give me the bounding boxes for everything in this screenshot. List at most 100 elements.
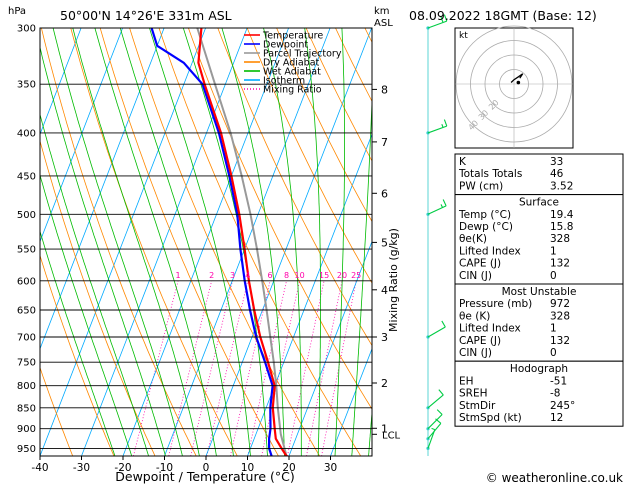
wet-adiabat-line [149,28,251,456]
km-unit-label: km [374,6,390,17]
indices-row-value: -8 [550,388,560,400]
mixing-ratio-line [261,280,300,456]
isotherm-line [164,28,331,456]
wet-adiabat-line [40,112,150,456]
location-title: 50°00'N 14°26'E 331m ASL [60,8,232,23]
dry-adiabat-line [246,28,372,284]
indices-row-label: Temp (°C) [458,209,511,221]
copyright: © weatheronline.co.uk [486,471,623,485]
indices-row-value: 132 [550,335,570,347]
mixing-ratio-label: 8 [284,271,289,280]
barb-flag [436,409,443,415]
km-tick-label: 1 [381,422,388,435]
x-tick-label: 30 [324,462,337,474]
indices-table: K 33 Totals Totals 46 PW (cm) 3.52 Surface Temp… [454,153,624,427]
wind-barb [427,389,444,409]
barb-shaft [427,205,447,215]
indices-row-label: Totals Totals [458,168,522,180]
x-tick-label: -20 [114,462,131,474]
x-tick-label: 10 [241,462,254,474]
km-tick-label: 6 [381,187,388,200]
pressure-tick-label: 750 [17,358,36,369]
isotherm-line [81,28,248,456]
barb-flag [441,320,446,328]
barb-shaft [427,20,447,29]
wind-barb [427,409,443,430]
hodograph-trace [510,73,524,83]
mixing-ratio-line [247,280,287,456]
barb-shaft [427,429,436,449]
indices-row-value: 33 [550,156,563,168]
pressure-tick-label: 400 [17,128,36,139]
datetime-title: 08.09.2022 18GMT (Base: 12) [409,8,597,23]
isotherm-line [40,28,123,243]
isotherm-line [40,28,165,350]
barb-shaft [427,394,444,409]
mixing-ratio-line [287,280,325,456]
legend-label: Temperature [262,31,323,42]
indices-row-label: θe(K) [459,233,487,245]
barb-half-flag [431,427,436,431]
km-tick-label: 2 [381,377,388,390]
indices-row-label: θe (K) [459,310,490,322]
barb-flag [443,14,448,22]
dewpoint-line [150,28,274,456]
x-axis-title: Dewpoint / Temperature (°C) [115,469,294,484]
indices-box [454,360,624,427]
pressure-tick-label: 850 [17,403,36,414]
mixing-ratio-line [306,280,343,456]
pressure-tick-label: 450 [17,171,36,182]
legend-label: Mixing Ratio [263,85,322,96]
wet-adiabat-line [351,89,372,456]
indices-row-label: StmDir [459,400,496,412]
mixing-ratio-label: 1 [176,271,181,280]
mixing-ratio-line [190,280,233,456]
barb-flag [435,418,442,424]
pressure-tick-label: 950 [17,444,36,455]
mixing-ratio-label: 10 [295,271,305,280]
dry-adiabat-line [40,254,115,456]
wind-barb [427,199,447,215]
mixing-ratio-labels: 1 2 3 4 6 8 10 15 20 25 [176,271,362,280]
indices-row-label: StmSpd (kt) [459,412,522,424]
storm-motion-marker [516,80,521,85]
mixing-ratio-line [168,280,213,456]
indices-row-value: 328 [550,310,570,322]
mixing-ratio-label: 3 [230,271,235,280]
km-tick-label: 3 [381,331,388,344]
indices-row-label: CAPE (J) [459,335,501,347]
dry-adiabat-line [158,28,362,456]
pressure-tick-label: 600 [17,276,36,287]
x-tick-label: 20 [282,462,295,474]
indices-section-title: Most Unstable [502,286,577,298]
dry-adiabat-line [217,28,372,347]
dry-adiabat-line [305,28,372,162]
wet-adiabat-line [40,45,166,456]
indices-row-value: 132 [550,258,570,270]
dry-adiabat-line [40,139,156,456]
barb-flag [442,199,447,207]
pressure-tick-label: 500 [17,210,36,221]
indices-row-label: K [459,156,467,168]
barb-flag [438,389,444,396]
mixing-ratio-label: 2 [209,271,214,280]
barb-shaft [427,414,443,430]
indices-row-value: 1 [550,245,557,257]
wet-adiabat-line [119,28,234,456]
indices-section-title: Hodograph [510,363,568,375]
lcl-label: LCL [382,430,401,441]
wet-adiabats [40,28,372,456]
dry-adiabat-line [40,366,74,456]
pressure-tick-label: 800 [17,381,36,392]
mixing-ratio-line [206,280,249,456]
wind-barb [427,320,446,338]
indices-row-value: 328 [550,233,570,245]
wet-adiabat-line [334,28,345,456]
wind-barb [427,14,448,29]
indices-row-value: 3.52 [550,180,573,192]
indices-row-value: 15.8 [550,221,573,233]
dry-adiabat-line [41,28,197,456]
asl-unit-label: ASL [374,18,393,29]
barb-shaft [427,326,446,338]
